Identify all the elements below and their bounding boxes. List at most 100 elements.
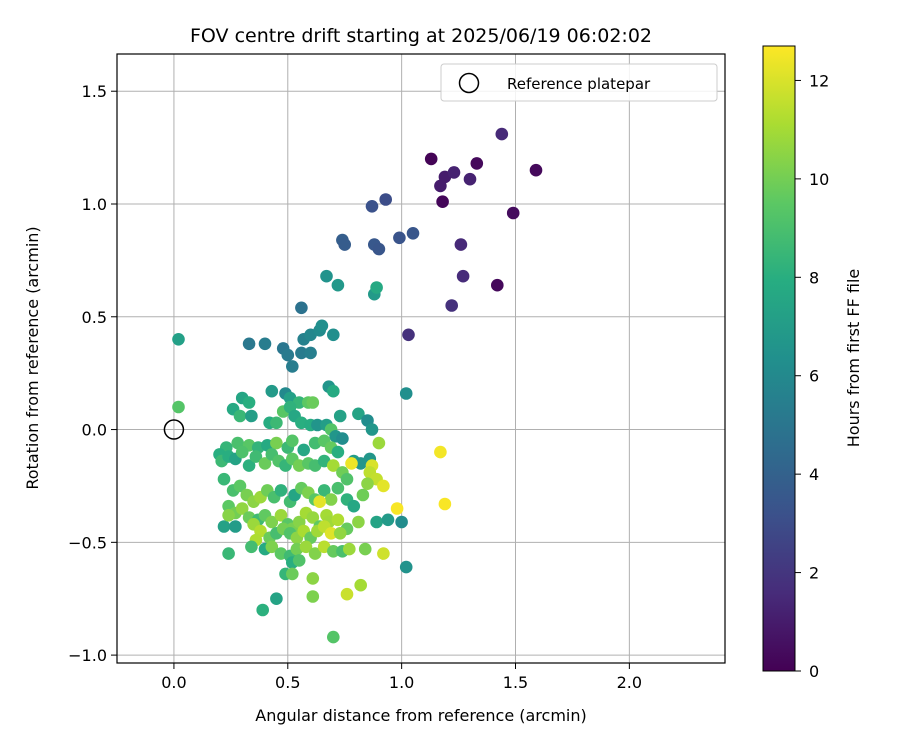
data-point [338, 238, 352, 251]
data-point [495, 127, 509, 141]
data-point [365, 423, 379, 436]
data-point [308, 547, 322, 560]
data-point [258, 337, 272, 351]
data-point [372, 436, 386, 450]
y-axis-ticks: −1.0 −0.5 0.0 0.5 1.0 1.5 [68, 82, 117, 665]
y-tick-label: 1.5 [82, 82, 107, 101]
data-point [297, 443, 311, 457]
data-point [327, 328, 340, 342]
data-point [270, 592, 283, 605]
data-point [249, 450, 263, 463]
data-point [233, 409, 247, 423]
colorbar-ticks: 0 2 4 6 8 10 12 [795, 71, 829, 681]
data-point [399, 560, 413, 574]
colorbar-tick-label: 10 [809, 170, 829, 189]
data-point [529, 163, 543, 177]
data-point [222, 547, 235, 560]
data-point [235, 445, 249, 459]
data-point [365, 200, 379, 213]
data-point [356, 488, 370, 502]
data-point [370, 281, 383, 294]
data-point [299, 540, 313, 554]
data-point [265, 540, 279, 554]
data-point [217, 520, 231, 533]
data-point [304, 346, 317, 360]
y-tick-label: 1.0 [82, 195, 107, 214]
data-point [402, 328, 415, 342]
legend-reference-marker [458, 72, 480, 94]
data-point [233, 479, 247, 493]
data-point [270, 436, 283, 450]
x-tick-label: 2.0 [617, 673, 642, 692]
data-point [381, 513, 395, 527]
data-point [347, 499, 361, 513]
data-point [245, 409, 258, 423]
colorbar-tick-label: 0 [809, 662, 819, 681]
data-point [399, 387, 413, 400]
data-point [317, 484, 331, 497]
data-point [370, 515, 383, 529]
data-point [345, 457, 358, 470]
data-point [352, 515, 365, 529]
x-tick-label: 1.5 [503, 673, 528, 692]
plot-frame [116, 53, 726, 664]
data-point [306, 590, 320, 603]
x-axis-label: Angular distance from reference (arcmin) [255, 706, 586, 725]
data-point [172, 400, 185, 414]
data-point [320, 269, 333, 283]
data-point [313, 495, 327, 509]
data-point [222, 509, 235, 522]
colorbar-tick-label: 8 [809, 268, 819, 287]
data-point [327, 630, 340, 644]
data-point [438, 497, 452, 511]
data-point [377, 479, 390, 493]
data-point [463, 172, 477, 186]
data-point [229, 520, 242, 533]
data-point [424, 152, 438, 166]
data-point [274, 484, 288, 497]
data-point [393, 231, 406, 245]
data-point [286, 567, 299, 581]
y-tick-label: 0.0 [82, 421, 107, 440]
data-point [311, 418, 324, 432]
data-point [286, 360, 299, 373]
colorbar-tick-label: 6 [809, 367, 819, 386]
x-axis-ticks: 0.0 0.5 1.0 1.5 2.0 [161, 663, 642, 692]
data-point [343, 542, 356, 556]
data-point [281, 348, 295, 362]
data-point [258, 457, 272, 470]
colorbar-label: Hours from first FF file [844, 269, 863, 448]
data-point [327, 459, 340, 472]
data-point [352, 407, 365, 421]
data-point [327, 384, 340, 398]
data-point [340, 587, 354, 601]
data-point [395, 515, 408, 529]
x-tick-label: 0.0 [161, 673, 186, 692]
data-point [333, 409, 347, 423]
legend-entry-reference: Reference platepar [507, 75, 651, 93]
reference-layer [163, 419, 185, 440]
data-point [274, 509, 288, 522]
data-point [265, 515, 279, 529]
colorbar-tick-label: 12 [809, 71, 829, 90]
data-point [217, 472, 231, 486]
data-point [454, 238, 468, 251]
y-tick-label: −0.5 [68, 533, 107, 552]
data-point [324, 527, 338, 540]
data-points [172, 127, 543, 644]
data-point [358, 542, 372, 556]
data-point [340, 472, 354, 486]
data-point [379, 193, 393, 206]
chart-title: FOV centre drift starting at 2025/06/19 … [190, 25, 652, 47]
data-point [270, 416, 283, 430]
data-point [242, 337, 256, 351]
reference-point [163, 419, 185, 440]
data-point [390, 502, 404, 515]
data-point [327, 545, 340, 558]
y-axis-label: Rotation from reference (arcmin) [23, 226, 42, 489]
data-point [295, 346, 308, 360]
data-point [306, 511, 320, 524]
data-point [331, 445, 345, 459]
data-point [336, 432, 349, 445]
